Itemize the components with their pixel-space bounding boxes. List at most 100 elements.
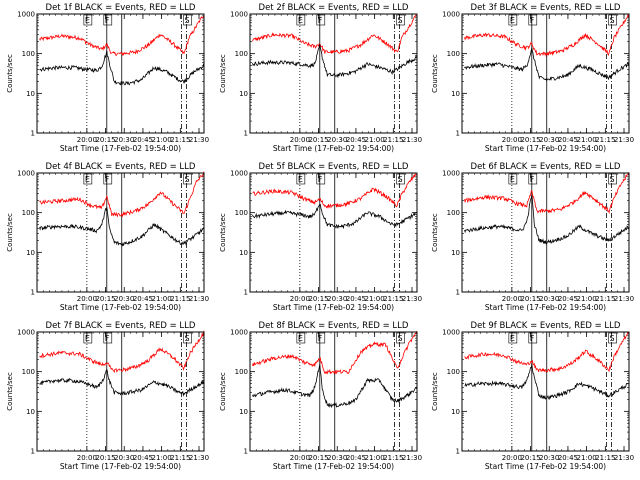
lld-series-line: [252, 330, 418, 375]
y-axis-label: Counts/sec: [431, 54, 439, 93]
events-series-line: [39, 207, 205, 247]
marker-box: [183, 332, 192, 344]
x-tick-label: 20:30: [539, 136, 559, 144]
y-tick-label: 100: [235, 50, 248, 58]
events-series-line: [39, 50, 205, 87]
x-tick-label: 21:00: [365, 136, 385, 144]
marker-label-s: S: [398, 16, 403, 25]
marker-box: [103, 14, 113, 26]
panel-8: Det 8f BLACK = Events, RED = LLD Counts/s…: [219, 321, 422, 471]
y-tick-label: 10: [26, 90, 35, 98]
y-tick-label: 100: [447, 50, 460, 58]
y-tick-label: 1: [31, 289, 35, 297]
y-tick-label: 1: [31, 130, 35, 138]
panel-6: Det 6f BLACK = Events, RED = LLD Counts/s…: [431, 162, 634, 312]
x-tick-label: 21:00: [152, 295, 172, 303]
marker-label-e: E: [298, 334, 303, 343]
y-tick-label: 100: [22, 368, 35, 376]
x-tick-label: 20:45: [133, 454, 153, 462]
y-tick-label: 10: [451, 249, 460, 257]
x-tick-label: 20:15: [520, 295, 540, 303]
x-axis-label: Start Time (17-Feb-02 19:54:00): [60, 303, 181, 312]
x-tick-label: 21:30: [189, 295, 209, 303]
y-tick-label: 1: [456, 130, 460, 138]
y-tick-label: 1000: [17, 11, 35, 19]
panel-title: Det 8f BLACK = Events, RED = LLD: [259, 321, 409, 331]
y-tick-label: 1000: [442, 329, 460, 337]
y-tick-label: 1000: [230, 170, 248, 178]
marker-label-f: F: [105, 175, 110, 184]
x-tick-label: 20:30: [327, 295, 347, 303]
marker-label-s: S: [185, 16, 190, 25]
y-axis-label: Counts/sec: [431, 213, 439, 252]
panel-frame: [36, 331, 205, 452]
y-tick-label: 1000: [442, 170, 460, 178]
x-tick-label: 21:15: [595, 454, 615, 462]
panel-frame: [461, 331, 630, 452]
marker-label-e: E: [298, 16, 303, 25]
panel-2: Det 2f BLACK = Events, RED = LLD Counts/s…: [219, 3, 422, 153]
marker-label-s: S: [610, 175, 615, 184]
x-tick-label: 20:15: [95, 295, 115, 303]
marker-box: [528, 173, 538, 185]
x-axis-label: Start Time (17-Feb-02 19:54:00): [485, 462, 606, 471]
panel-frame: [36, 172, 205, 293]
y-tick-label: 1000: [230, 329, 248, 337]
y-tick-label: 10: [26, 249, 35, 257]
lld-series-line: [464, 331, 630, 373]
x-tick-label: 20:30: [327, 136, 347, 144]
x-tick-label: 20:15: [95, 454, 115, 462]
y-axis-label: Counts/sec: [219, 54, 227, 93]
panel-5: Det 5f BLACK = Events, RED = LLD Counts/s…: [219, 162, 422, 312]
marker-box: [528, 14, 538, 26]
lld-series-line: [39, 330, 205, 374]
lld-series-line: [252, 14, 418, 54]
y-axis-label: Counts/sec: [6, 54, 14, 93]
panel-7: Det 7f BLACK = Events, RED = LLD Counts/s…: [6, 321, 209, 471]
x-tick-label: 20:30: [114, 295, 134, 303]
marker-box: [608, 332, 617, 344]
x-tick-label: 20:15: [520, 136, 540, 144]
x-tick-label: 20:00: [290, 295, 310, 303]
x-tick-label: 21:30: [614, 454, 634, 462]
marker-label-f: F: [318, 16, 323, 25]
lld-series-line: [252, 172, 418, 209]
x-tick-label: 20:30: [114, 136, 134, 144]
x-tick-label: 21:00: [577, 136, 597, 144]
y-axis-label: Counts/sec: [219, 213, 227, 252]
x-tick-label: 21:30: [189, 136, 209, 144]
y-tick-label: 1: [456, 448, 460, 456]
events-series-line: [252, 44, 418, 79]
marker-label-s: S: [610, 334, 615, 343]
x-tick-label: 20:45: [346, 295, 366, 303]
x-tick-label: 21:15: [595, 295, 615, 303]
x-axis-label: Start Time (17-Feb-02 19:54:00): [60, 462, 181, 471]
lld-series-line: [39, 171, 205, 218]
y-tick-label: 1: [456, 289, 460, 297]
x-tick-label: 20:15: [308, 295, 328, 303]
marker-box: [508, 14, 518, 26]
y-axis-label: Counts/sec: [6, 213, 14, 252]
panel-1: Det 1f BLACK = Events, RED = LLD Counts/s…: [6, 3, 209, 153]
marker-box: [396, 173, 405, 185]
marker-box: [103, 332, 113, 344]
marker-label-e: E: [85, 16, 90, 25]
x-tick-label: 20:00: [77, 295, 97, 303]
events-series-line: [464, 363, 630, 400]
y-tick-label: 10: [451, 408, 460, 416]
x-axis-label: Start Time (17-Feb-02 19:54:00): [485, 144, 606, 153]
x-tick-label: 21:15: [170, 295, 190, 303]
marker-label-s: S: [185, 334, 190, 343]
marker-label-e: E: [510, 16, 515, 25]
x-tick-label: 21:00: [365, 454, 385, 462]
marker-box: [316, 332, 326, 344]
x-tick-label: 20:30: [327, 454, 347, 462]
x-tick-label: 20:00: [502, 136, 522, 144]
x-axis-label: Start Time (17-Feb-02 19:54:00): [60, 144, 181, 153]
events-series-line: [252, 364, 418, 409]
y-tick-label: 100: [22, 50, 35, 58]
x-axis-label: Start Time (17-Feb-02 19:54:00): [273, 303, 394, 312]
panel-title: Det 7f BLACK = Events, RED = LLD: [46, 321, 196, 331]
panel-title: Det 9f BLACK = Events, RED = LLD: [471, 321, 621, 331]
lld-series-line: [464, 171, 630, 214]
